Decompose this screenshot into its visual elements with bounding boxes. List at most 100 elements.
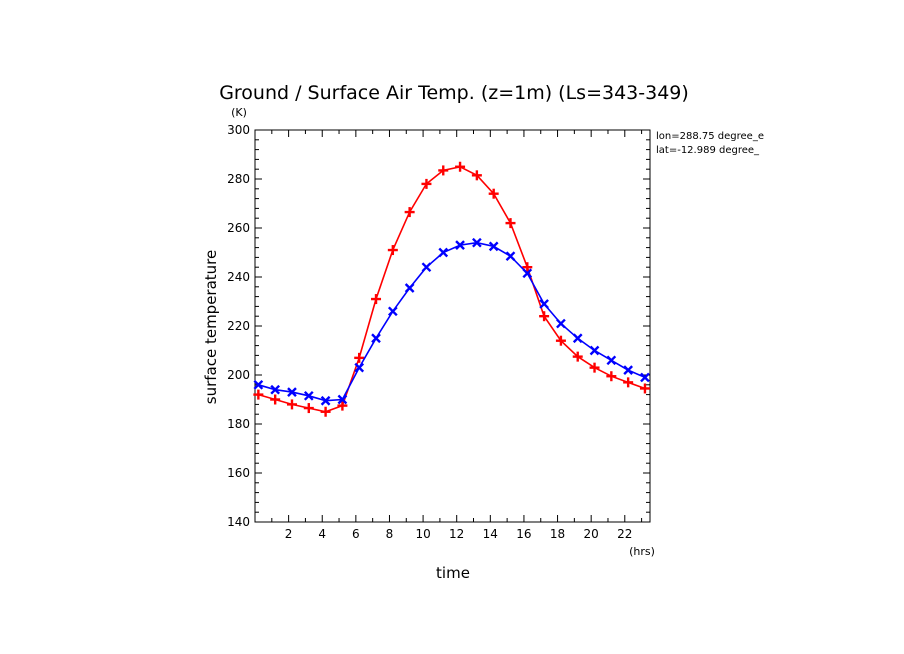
x-marker-b <box>270 384 281 395</box>
series-0-point <box>421 178 432 189</box>
x-tick-label: 6 <box>352 527 360 541</box>
series-1-point <box>522 268 533 279</box>
series-1-point <box>404 283 415 293</box>
plot-frame <box>254 129 651 523</box>
x-marker-b <box>387 306 398 317</box>
y-unit-label: (K) <box>231 106 247 119</box>
series-0-point <box>539 311 550 322</box>
chart-title: Ground / Surface Air Temp. (z=1m) (Ls=34… <box>219 82 689 104</box>
series-1-point <box>320 395 331 406</box>
series-0-point <box>286 399 297 410</box>
series-1-point <box>623 365 633 375</box>
x-unit-label: (hrs) <box>629 545 655 558</box>
series-1-point <box>303 390 314 401</box>
series-0-point <box>438 165 449 176</box>
series-0-point <box>555 335 566 346</box>
x-tick-label: 18 <box>550 527 565 541</box>
x-marker-b <box>572 333 583 344</box>
x-marker-b <box>337 394 348 405</box>
series-0-point <box>253 389 264 400</box>
y-tick-label: 260 <box>227 221 250 235</box>
x-marker-b <box>522 268 533 279</box>
series-0-point <box>505 218 516 229</box>
series-0-point <box>639 383 650 394</box>
x-tick-label: 4 <box>318 527 326 541</box>
x-marker-b <box>539 299 549 309</box>
series-1-point <box>505 251 516 262</box>
x-marker-b <box>472 237 482 248</box>
series-0-point <box>354 352 365 363</box>
x-tick-label: 22 <box>617 527 632 541</box>
x-tick-label: 14 <box>483 527 498 541</box>
series-0-point <box>387 245 398 256</box>
x-marker-b <box>488 241 499 252</box>
x-axis-label: time <box>436 564 470 582</box>
series-1-point <box>371 333 381 344</box>
series-0-point <box>572 351 583 362</box>
x-tick-label: 12 <box>449 527 464 541</box>
series-1-point <box>253 379 264 390</box>
x-marker-b <box>320 395 331 406</box>
series-1-point <box>539 299 549 309</box>
x-marker-b <box>438 247 449 258</box>
y-tick-label: 300 <box>227 123 250 137</box>
x-marker-b <box>287 387 297 397</box>
series-0-point <box>488 188 499 199</box>
x-marker-b <box>303 390 314 401</box>
series-0-point <box>371 294 382 305</box>
x-marker-b <box>354 362 365 373</box>
series-0-point <box>471 170 482 181</box>
series-1-point <box>287 387 297 397</box>
series-1-point <box>640 372 650 383</box>
x-marker-b <box>421 262 432 273</box>
y-tick-label: 220 <box>227 319 250 333</box>
x-marker-b <box>623 365 633 375</box>
x-marker-b <box>606 355 617 366</box>
series-1-point <box>455 240 465 250</box>
series-1-point <box>572 333 583 344</box>
x-tick-label: 8 <box>386 527 394 541</box>
series-1-point <box>421 262 432 273</box>
x-marker-b <box>640 372 650 383</box>
y-tick-label: 160 <box>227 466 250 480</box>
x-marker-b <box>404 283 415 293</box>
y-axis-label: surface temperature <box>202 250 220 405</box>
y-tick-label: 280 <box>227 172 250 186</box>
series-0-point <box>589 362 600 373</box>
series-0-point <box>606 371 617 382</box>
series-1-point <box>472 237 482 248</box>
series-0-point <box>623 377 634 388</box>
x-marker-b <box>589 345 600 356</box>
series-0-point <box>303 403 314 414</box>
series-0-point <box>455 161 466 172</box>
series-0-point <box>404 207 415 218</box>
x-marker-b <box>455 240 465 250</box>
x-marker-b <box>253 379 264 390</box>
x-tick-label: 2 <box>285 527 293 541</box>
series-0-point <box>522 262 533 273</box>
series-0-point <box>337 400 348 411</box>
series-1-point <box>606 355 617 366</box>
x-marker-b <box>556 318 566 329</box>
lat-annotation: lat=-12.989 degree_ <box>656 145 760 156</box>
series-1-point <box>438 247 449 258</box>
x-tick-label: 16 <box>516 527 531 541</box>
series-1-point <box>387 306 398 317</box>
series-1-point <box>556 318 566 329</box>
x-marker-b <box>371 333 381 344</box>
series-1-point <box>337 394 348 405</box>
y-tick-label: 240 <box>227 270 250 284</box>
x-marker-b <box>505 251 516 262</box>
series-1-line <box>258 241 646 402</box>
series-1-point <box>589 345 600 356</box>
y-tick-label: 200 <box>227 368 250 382</box>
y-tick-label: 140 <box>227 515 250 529</box>
series-1-point <box>354 362 365 373</box>
x-tick-label: 10 <box>415 527 430 541</box>
series-1-point <box>270 384 281 395</box>
series-0-line <box>258 165 646 413</box>
x-tick-label: 20 <box>584 527 599 541</box>
series-0-point <box>320 406 331 417</box>
lon-annotation: lon=288.75 degree_e <box>656 131 764 142</box>
